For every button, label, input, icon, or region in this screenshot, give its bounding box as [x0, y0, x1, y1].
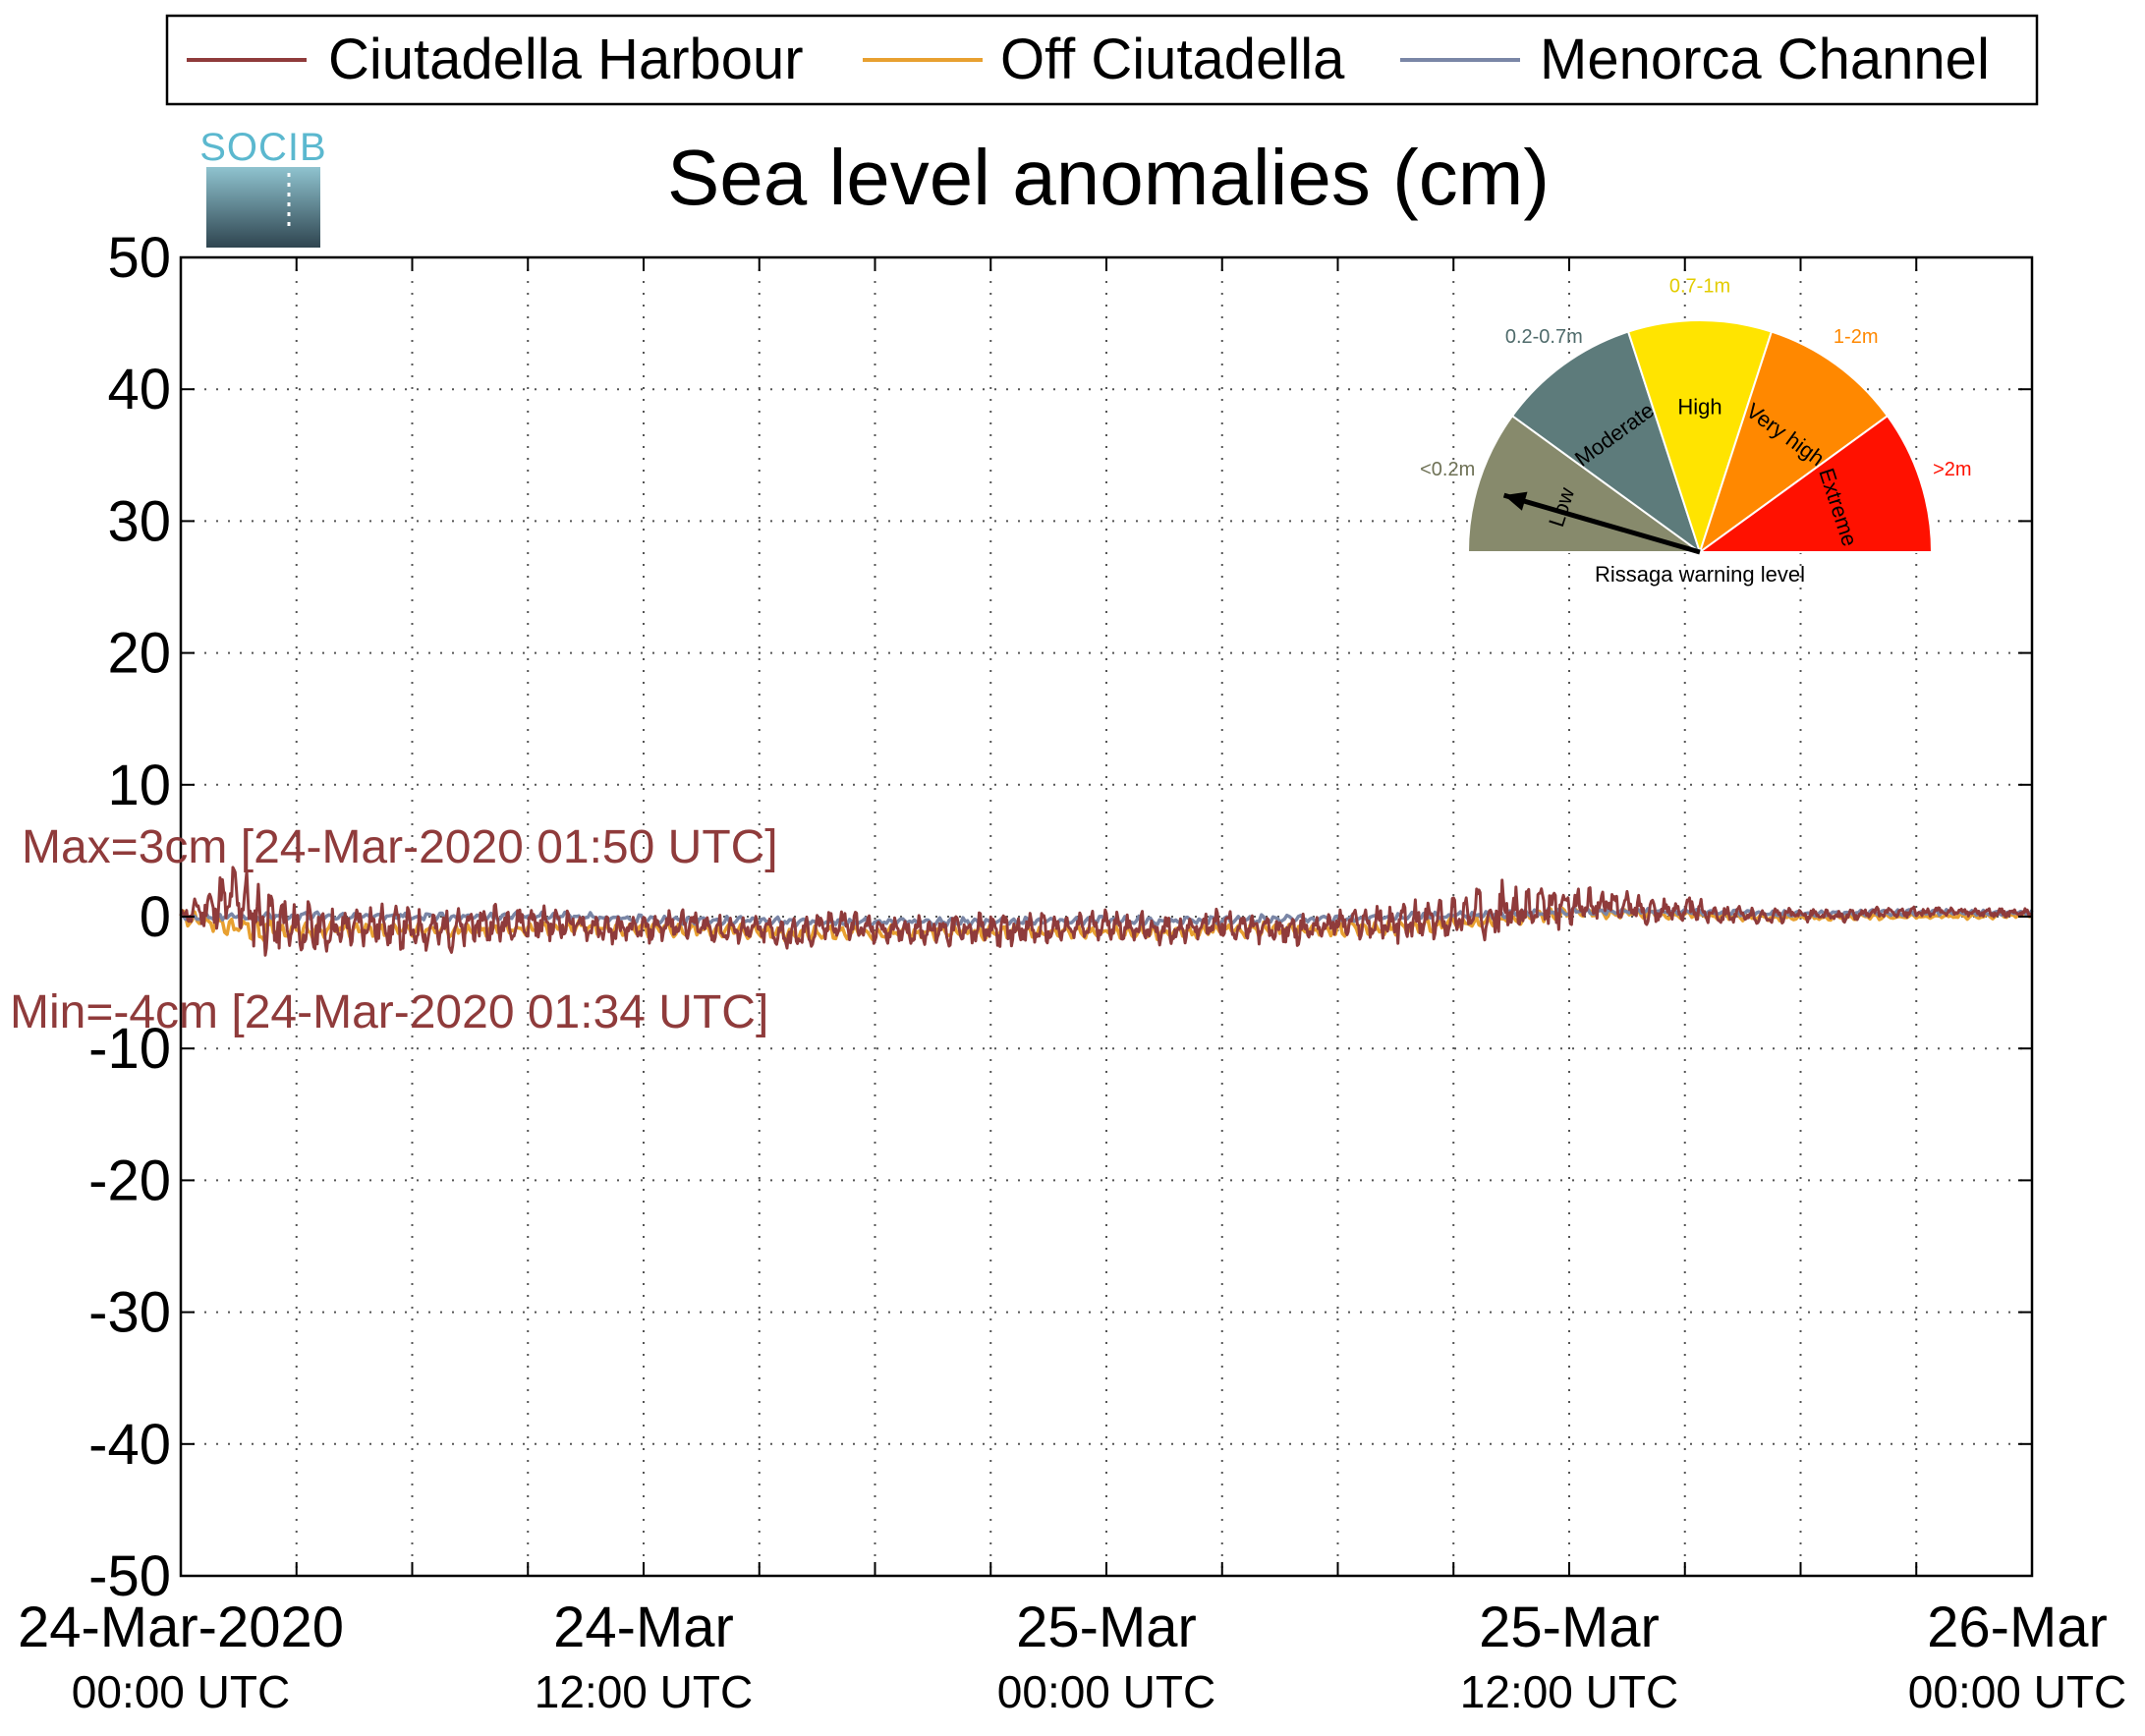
max-annotation: Max=3cm [24-Mar-2020 01:50 UTC]	[22, 821, 778, 873]
y-tick-label: -30	[88, 1281, 171, 1345]
x-tick-label-date: 25-Mar	[1479, 1596, 1660, 1659]
gauge-caption: Rissaga warning level	[1595, 562, 1805, 587]
y-tick-label: 30	[107, 489, 171, 553]
gauge-needle-head	[1503, 491, 1528, 511]
legend-label-menorca-channel: Menorca Channel	[1540, 28, 1990, 91]
y-tick-label: 0	[140, 885, 171, 949]
x-tick-label-date: 25-Mar	[1016, 1596, 1197, 1659]
gauge-sector-very-high	[1698, 330, 1890, 555]
legend-label-ciutadella-harbour: Ciutadella Harbour	[328, 28, 804, 91]
gauge-range-label: <0.2m	[1420, 459, 1475, 480]
y-tick-label: -50	[88, 1544, 171, 1608]
series-layer	[179, 866, 2034, 957]
gauge-sector-moderate	[1510, 330, 1702, 555]
y-tick-label: -20	[88, 1148, 171, 1212]
y-tick-label: 50	[107, 226, 171, 290]
y-tick-label: 40	[107, 358, 171, 421]
gauge-level-label: High	[1677, 395, 1722, 420]
x-tick-label-date: 24-Mar	[553, 1596, 734, 1659]
x-tick-label-date: 24-Mar-2020	[18, 1596, 344, 1659]
gauge-range-label: 0.2-0.7m	[1505, 326, 1583, 348]
x-axis: 24-Mar-2020 00:00 UTC 24-Mar 12:00 UTC 25-Ma…	[18, 257, 2126, 1717]
logo-text: SOCIB	[199, 126, 326, 169]
x-tick-label-date: 26-Mar	[1927, 1596, 2108, 1659]
socib-logo: SOCIB	[199, 126, 326, 248]
legend: Ciutadella Harbour Off Ciutadella Menorc…	[165, 14, 2039, 106]
chart-title: Sea level anomalies (cm)	[667, 134, 1550, 221]
y-tick-label: -40	[88, 1413, 171, 1477]
y-axis: 50 40 30 20 10 0 -10 -20 -30 -40 -50	[88, 226, 2032, 1608]
y-tick-label: 20	[107, 622, 171, 686]
gauge-sector-extreme	[1696, 414, 1934, 553]
y-tick-label: 10	[107, 754, 171, 817]
x-tick-label-time: 12:00 UTC	[1460, 1666, 1678, 1717]
x-tick-label-time: 00:00 UTC	[72, 1666, 290, 1717]
gauge-range-label: 1-2m	[1834, 326, 1879, 348]
x-tick-label-time: 12:00 UTC	[535, 1666, 753, 1717]
gauge-range-label: >2m	[1933, 459, 1971, 480]
legend-label-off-ciutadella: Off Ciutadella	[1000, 28, 1345, 91]
series-line-ciutadella-harbour	[179, 866, 2033, 957]
gauge-needle	[1502, 492, 1701, 555]
min-annotation: Min=-4cm [24-Mar-2020 01:34 UTC]	[10, 986, 768, 1038]
x-tick-label-time: 00:00 UTC	[997, 1666, 1215, 1717]
y-tick-label: -10	[88, 1017, 171, 1081]
gauge-range-label: 0.7-1m	[1669, 275, 1730, 297]
gauge-sector-low	[1466, 414, 1704, 553]
x-tick-label-time: 00:00 UTC	[1908, 1666, 2126, 1717]
gauge-sector-high	[1626, 319, 1774, 556]
